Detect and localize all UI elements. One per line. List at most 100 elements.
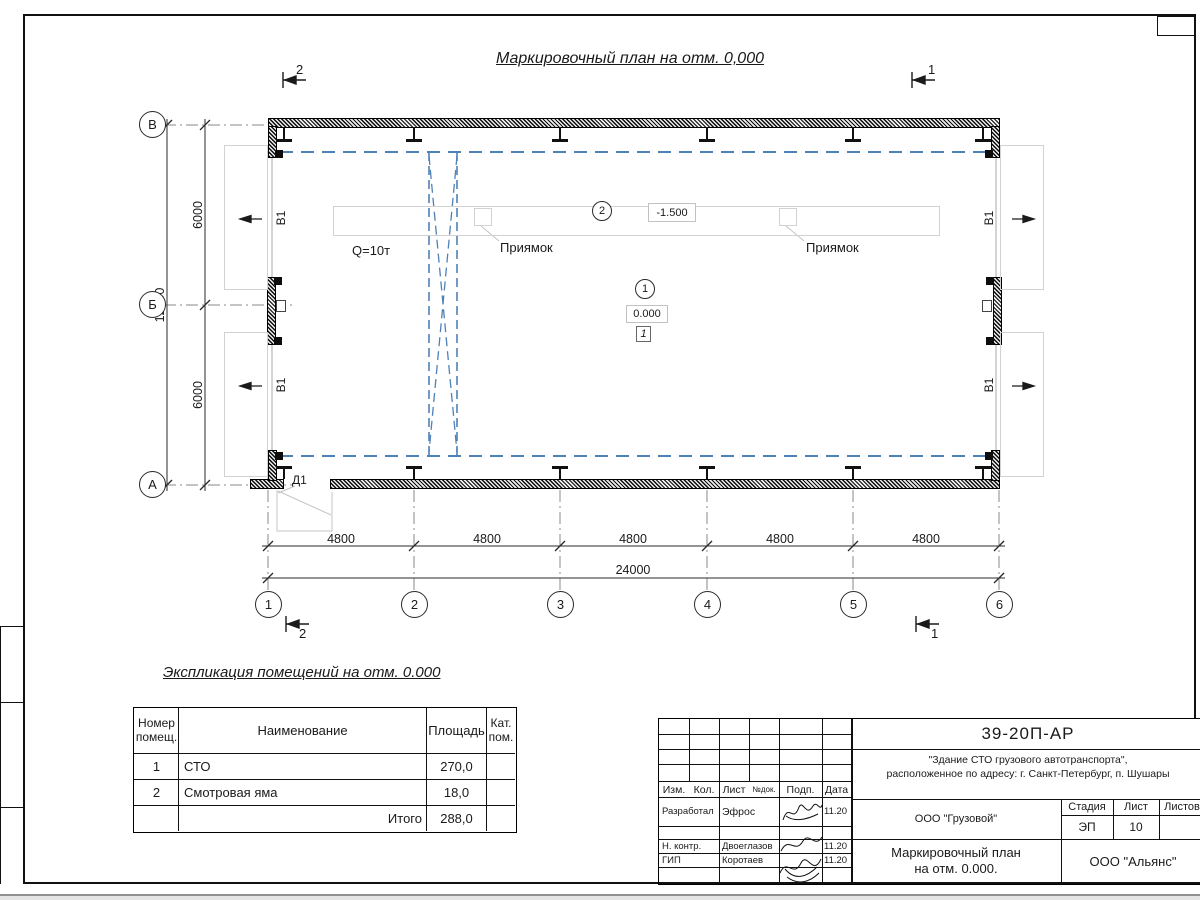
sump-label: Приямок bbox=[500, 240, 553, 255]
column-icon bbox=[975, 139, 991, 142]
section-marks bbox=[282, 72, 939, 632]
column-icon bbox=[559, 127, 561, 139]
stamp-line bbox=[1061, 815, 1200, 816]
table-row-cell: 18,0 bbox=[443, 785, 470, 800]
stamp-line bbox=[719, 719, 720, 883]
dim-label: 4800 bbox=[766, 532, 794, 546]
column-icon bbox=[982, 469, 984, 479]
stamp-line bbox=[779, 719, 780, 883]
column-icon bbox=[552, 139, 568, 142]
axis-label: 2 bbox=[410, 597, 419, 612]
wall-pier-right bbox=[993, 277, 1002, 345]
table-total-value: 288,0 bbox=[440, 811, 473, 826]
sheet-label: Лист bbox=[1124, 801, 1148, 813]
stamp-role: Разработал bbox=[662, 806, 714, 817]
pit-level-box: -1.500 bbox=[648, 203, 696, 222]
stamp-col-doc: №док. bbox=[752, 785, 776, 794]
column-icon bbox=[699, 466, 715, 469]
room-number-badge: 1 bbox=[635, 279, 655, 299]
axis-label: 4 bbox=[703, 597, 712, 612]
axis-label: 5 bbox=[849, 597, 858, 612]
wall-foot bbox=[274, 337, 282, 345]
frame-bottom bbox=[23, 882, 1200, 884]
stamp-line bbox=[659, 867, 851, 868]
stamp-line bbox=[851, 839, 1200, 841]
stamp-col-kol: Кол. bbox=[693, 783, 715, 796]
gate-apron bbox=[224, 332, 268, 477]
axis-bubble-1: 1 bbox=[255, 591, 282, 618]
wall-foot bbox=[275, 452, 283, 460]
column-icon bbox=[845, 466, 861, 469]
column-icon bbox=[406, 139, 422, 142]
stamp-line bbox=[659, 797, 851, 799]
signature-icon bbox=[782, 803, 823, 821]
signature-icon bbox=[779, 836, 823, 883]
dim-label: 6000 bbox=[191, 381, 205, 409]
col-header-category: Кат. пом. bbox=[488, 715, 514, 744]
col-header-name: Наименование bbox=[257, 723, 348, 738]
page-bottom-edge bbox=[0, 894, 1200, 896]
dim-label: 4800 bbox=[619, 532, 647, 546]
stamp-line bbox=[1061, 799, 1063, 883]
table-row-cell: Смотровая яма bbox=[184, 785, 278, 800]
sheet-title-line2: на отм. 0.000. bbox=[914, 860, 998, 876]
column-icon bbox=[276, 139, 292, 142]
stamp-role: ГИП bbox=[662, 854, 681, 866]
stamp-role: Н. контр. bbox=[662, 840, 702, 852]
stamp-line bbox=[659, 749, 851, 750]
column-icon bbox=[283, 469, 285, 479]
dimension-ticks bbox=[161, 119, 1005, 584]
wall-bottom-stub bbox=[250, 479, 284, 489]
dim-label: 4800 bbox=[327, 532, 355, 546]
wall-foot bbox=[986, 337, 994, 345]
axis-bubble-2: 2 bbox=[401, 591, 428, 618]
wall-return-tl bbox=[268, 126, 277, 158]
stamp-col-izm: Изм. bbox=[662, 783, 686, 796]
axis-bubble-6: 6 bbox=[986, 591, 1013, 618]
table-row-cell: СТО bbox=[184, 759, 211, 774]
gate-apron bbox=[1000, 332, 1044, 477]
section-number: 2 bbox=[296, 62, 304, 77]
frame-top bbox=[23, 14, 1196, 16]
axis-bubble-4: 4 bbox=[694, 591, 721, 618]
floor-type-box: 1 bbox=[636, 326, 651, 342]
crane-beam bbox=[428, 152, 458, 456]
column-icon bbox=[975, 466, 991, 469]
crane-rails bbox=[280, 151, 992, 457]
table-line bbox=[486, 708, 487, 831]
client-org: ООО "Грузовой" bbox=[914, 813, 998, 825]
col-header-area: Площадь bbox=[428, 723, 485, 738]
column-icon bbox=[552, 466, 568, 469]
axis-bubble-3: 3 bbox=[547, 591, 574, 618]
column-icon bbox=[852, 469, 854, 479]
gate-arrows bbox=[237, 214, 1037, 391]
stamp-col-data: Дата bbox=[824, 783, 849, 796]
sheet-number: 10 bbox=[1129, 820, 1143, 834]
gate-tag: В1 bbox=[982, 377, 996, 393]
stamp-line bbox=[1113, 799, 1114, 839]
axis-label: 6 bbox=[995, 597, 1004, 612]
column-icon bbox=[406, 466, 422, 469]
axis-grid-lines bbox=[142, 124, 1000, 590]
door-swing bbox=[276, 490, 333, 532]
gate-tag: В1 bbox=[274, 210, 288, 226]
table-total-label: Итого bbox=[387, 811, 422, 826]
wall-foot bbox=[985, 150, 993, 158]
table-line bbox=[134, 805, 515, 806]
dimension-lines bbox=[166, 119, 1005, 579]
sump-label: Приямок bbox=[806, 240, 859, 255]
gate-tag: В1 bbox=[982, 210, 996, 226]
wall-return-br bbox=[991, 450, 1000, 481]
stamp-line bbox=[659, 781, 851, 783]
axis-bubble-5: 5 bbox=[840, 591, 867, 618]
table-row-cell: 270,0 bbox=[440, 759, 473, 774]
table-line bbox=[134, 779, 515, 780]
stamp-name: Эфрос bbox=[722, 805, 756, 818]
axis-label: В bbox=[148, 117, 157, 132]
page-bottom-band bbox=[0, 896, 1200, 900]
floor-level-box: 0.000 bbox=[626, 305, 668, 323]
gate-tag: В1 bbox=[274, 377, 288, 393]
stamp-name: Двоеглазов bbox=[722, 840, 773, 852]
axis-bubble-v: В bbox=[139, 111, 166, 138]
